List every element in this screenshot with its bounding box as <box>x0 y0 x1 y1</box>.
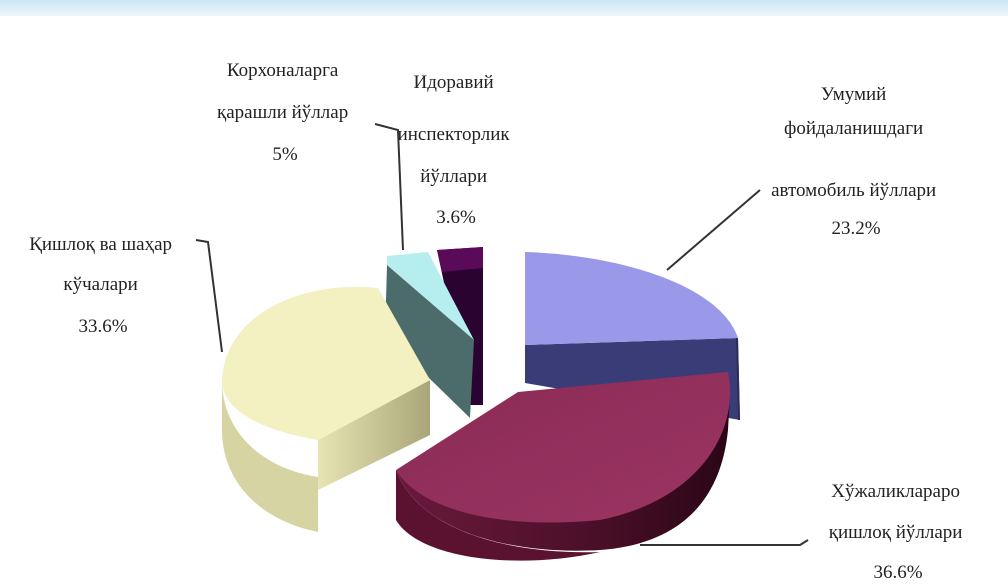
label-umumiy: Умумий фойдаланишдаги автомобиль йўллари… <box>771 84 941 239</box>
label-qishloq-line2: кўчалари <box>63 274 137 295</box>
label-idoraviy-line3: йўллари <box>420 166 487 187</box>
label-korxonalarga-line2: қарашли йўллар <box>217 102 348 123</box>
label-qishloq: Қишлоқ ва шаҳар кўчалари 33.6% <box>29 234 177 337</box>
label-umumiy-line2: фойдаланишдаги <box>784 118 923 139</box>
label-khujaliklararo: Хўжаликлараро қишлоқ йўллари 36.6% <box>829 481 967 583</box>
leader-qishloq <box>195 239 223 353</box>
label-khujaliklararo-line2: қишлоқ йўллари <box>829 522 963 543</box>
leader-umumiy <box>666 189 761 271</box>
label-korxonalarga-value: 5% <box>272 144 298 165</box>
label-umumiy-value: 23.2% <box>831 218 880 239</box>
slice-qishloq <box>222 286 430 532</box>
label-idoraviy-value: 3.6% <box>436 207 476 228</box>
slice-khujaliklararo <box>396 372 731 561</box>
leader-korxonalarga <box>374 123 404 251</box>
label-idoraviy-line1: Идоравий <box>414 72 494 93</box>
leader-khujaliklararo <box>640 539 809 546</box>
label-korxonalarga-line1: Корхоналарга <box>227 60 339 81</box>
label-umumiy-line3: автомобиль йўллари <box>771 180 936 201</box>
label-khujaliklararo-value: 36.6% <box>873 562 922 583</box>
label-umumiy-line1: Умумий <box>821 84 886 105</box>
label-idoraviy: Идоравий инспекторлик йўллари 3.6% <box>398 72 515 228</box>
label-korxonalarga: Корхоналарга қарашли йўллар 5% <box>217 60 353 165</box>
header-band <box>0 0 1008 16</box>
label-qishloq-line1: Қишлоқ ва шаҳар <box>29 234 172 255</box>
slice-korxonalarga <box>385 252 474 418</box>
label-qishloq-value: 33.6% <box>78 316 127 337</box>
label-idoraviy-line2: инспекторлик <box>398 124 511 145</box>
label-khujaliklararo-line1: Хўжаликлараро <box>831 481 960 502</box>
